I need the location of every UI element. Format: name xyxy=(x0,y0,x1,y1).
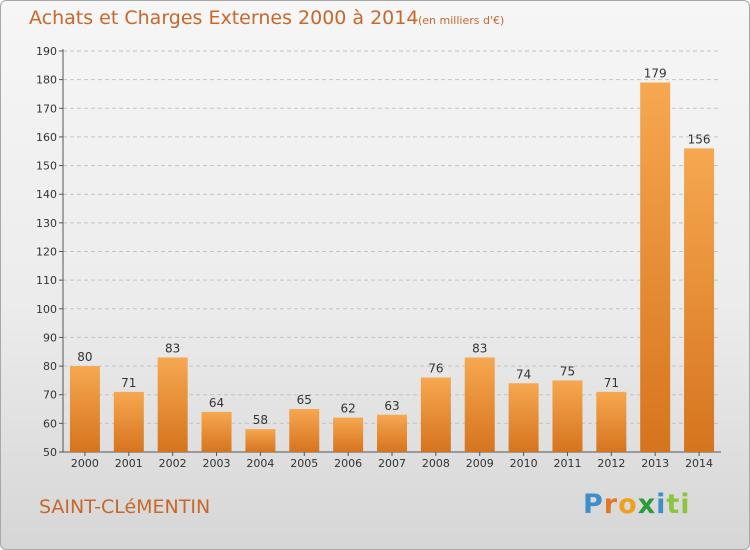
x-tick-label: 2012 xyxy=(597,457,625,470)
y-tick-label: 50 xyxy=(43,446,57,459)
logo-letter: r xyxy=(603,489,619,520)
y-tick-label: 190 xyxy=(36,45,57,58)
x-tick-label: 2003 xyxy=(203,457,231,470)
data-label: 83 xyxy=(165,341,180,355)
data-label: 76 xyxy=(428,362,443,376)
x-tick-label: 2010 xyxy=(510,457,538,470)
data-label: 156 xyxy=(688,132,711,146)
y-tick-label: 100 xyxy=(36,303,57,316)
bar xyxy=(289,409,320,452)
data-label: 71 xyxy=(121,376,136,390)
x-tick-label: 2009 xyxy=(466,457,494,470)
x-tick-label: 2000 xyxy=(71,457,99,470)
bar xyxy=(333,417,364,452)
data-label: 65 xyxy=(297,393,312,407)
data-label: 80 xyxy=(77,350,92,364)
logo-letter: x xyxy=(637,489,657,520)
logo-letter: o xyxy=(618,489,638,520)
x-tick-label: 2008 xyxy=(422,457,450,470)
data-label: 64 xyxy=(209,396,224,410)
y-tick-label: 180 xyxy=(36,74,57,87)
x-tick-label: 2001 xyxy=(115,457,143,470)
y-tick-label: 130 xyxy=(36,217,57,230)
data-label: 83 xyxy=(472,341,487,355)
y-tick-label: 160 xyxy=(36,131,57,144)
x-tick-label: 2014 xyxy=(685,457,713,470)
x-tick-label: 2007 xyxy=(378,457,406,470)
x-tick-label: 2013 xyxy=(641,457,669,470)
bar xyxy=(377,414,407,452)
x-tick-label: 2006 xyxy=(334,457,362,470)
commune-name: SAINT-CLéMENTIN xyxy=(39,496,211,518)
data-label: 179 xyxy=(644,67,667,81)
y-tick-label: 120 xyxy=(36,246,57,259)
y-tick-label: 150 xyxy=(36,160,57,173)
bar xyxy=(596,391,627,452)
chart-unit: (en milliers d'€) xyxy=(418,14,505,27)
bar xyxy=(420,377,451,452)
bar xyxy=(640,82,671,452)
bar xyxy=(508,383,539,452)
bar xyxy=(245,429,276,452)
bar xyxy=(552,380,583,452)
logo-letter: ti xyxy=(666,489,691,520)
y-tick-label: 140 xyxy=(36,188,57,201)
bar xyxy=(157,357,188,452)
y-tick-label: 90 xyxy=(43,331,57,344)
logo-letter: P xyxy=(583,489,604,520)
bar xyxy=(113,391,144,452)
logo-letter: i xyxy=(656,489,667,520)
y-tick-label: 110 xyxy=(36,274,57,287)
data-label: 74 xyxy=(516,367,531,381)
y-tick-label: 60 xyxy=(43,417,57,430)
chart-title: Achats et Charges Externes 2000 à 2014 xyxy=(29,7,419,29)
bar xyxy=(684,148,715,452)
bar xyxy=(69,366,100,452)
data-label: 75 xyxy=(560,364,575,378)
bar xyxy=(464,357,495,452)
data-label: 63 xyxy=(384,399,399,413)
y-tick-label: 70 xyxy=(43,389,57,402)
x-tick-label: 2011 xyxy=(553,457,581,470)
x-tick-label: 2004 xyxy=(246,457,274,470)
x-tick-label: 2002 xyxy=(159,457,187,470)
proxiti-logo: Proxiti xyxy=(583,489,691,520)
data-label: 62 xyxy=(340,402,355,416)
data-label: 71 xyxy=(604,376,619,390)
y-tick-label: 170 xyxy=(36,102,57,115)
y-tick-label: 80 xyxy=(43,360,57,373)
data-label: 58 xyxy=(253,413,268,427)
bar xyxy=(201,411,232,452)
x-tick-label: 2005 xyxy=(290,457,318,470)
